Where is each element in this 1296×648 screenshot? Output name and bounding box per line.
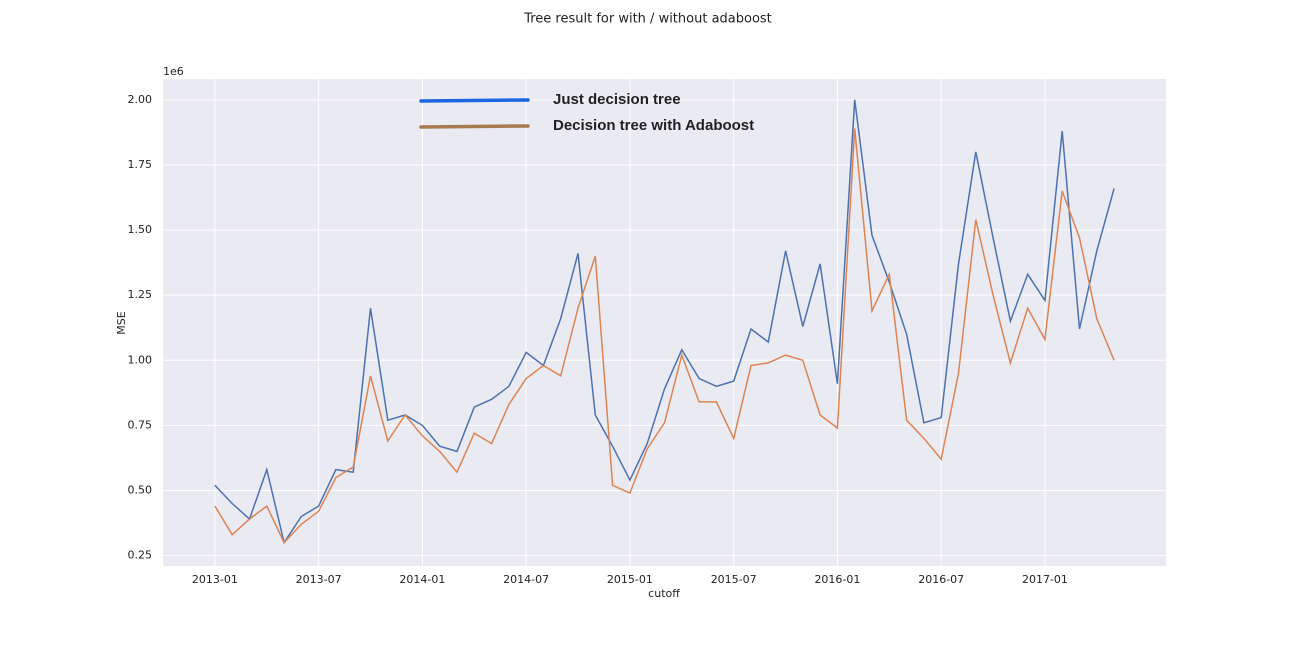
legend-swatch [419,124,530,129]
x-tick-label: 2014-07 [503,573,549,586]
series-line [214,128,1115,544]
x-tick-label: 2015-01 [607,573,653,586]
legend-swatch [419,98,530,103]
legend-label: Decision tree with Adaboost [553,117,754,134]
y-tick-label: 1.00 [128,353,153,366]
x-axis-label: cutoff [648,587,680,600]
x-tick-label: 2017-01 [1022,573,1068,586]
y-tick-label: 1.75 [128,158,153,171]
y-tick-label: 0.25 [128,549,153,562]
plot-area [163,79,1166,566]
y-tick-label: 0.50 [128,483,153,496]
y-tick-label: 2.00 [128,93,153,106]
legend-label: Just decision tree [553,91,681,108]
x-tick-label: 2016-01 [814,573,860,586]
y-tick-label: 0.75 [128,418,153,431]
series-line [214,99,1115,545]
chart-title: Tree result for with / without adaboost [523,12,772,27]
x-tick-label: 2013-01 [192,573,238,586]
x-tick-label: 2015-07 [711,573,757,586]
y-tick-label: 1.50 [128,223,153,236]
y-axis-label: MSE [115,311,128,334]
x-tick-label: 2016-07 [918,573,964,586]
x-tick-label: 2013-07 [296,573,342,586]
x-tick-label: 2014-01 [399,573,445,586]
y-offset-label: 1e6 [163,65,184,78]
y-tick-label: 1.25 [128,288,153,301]
